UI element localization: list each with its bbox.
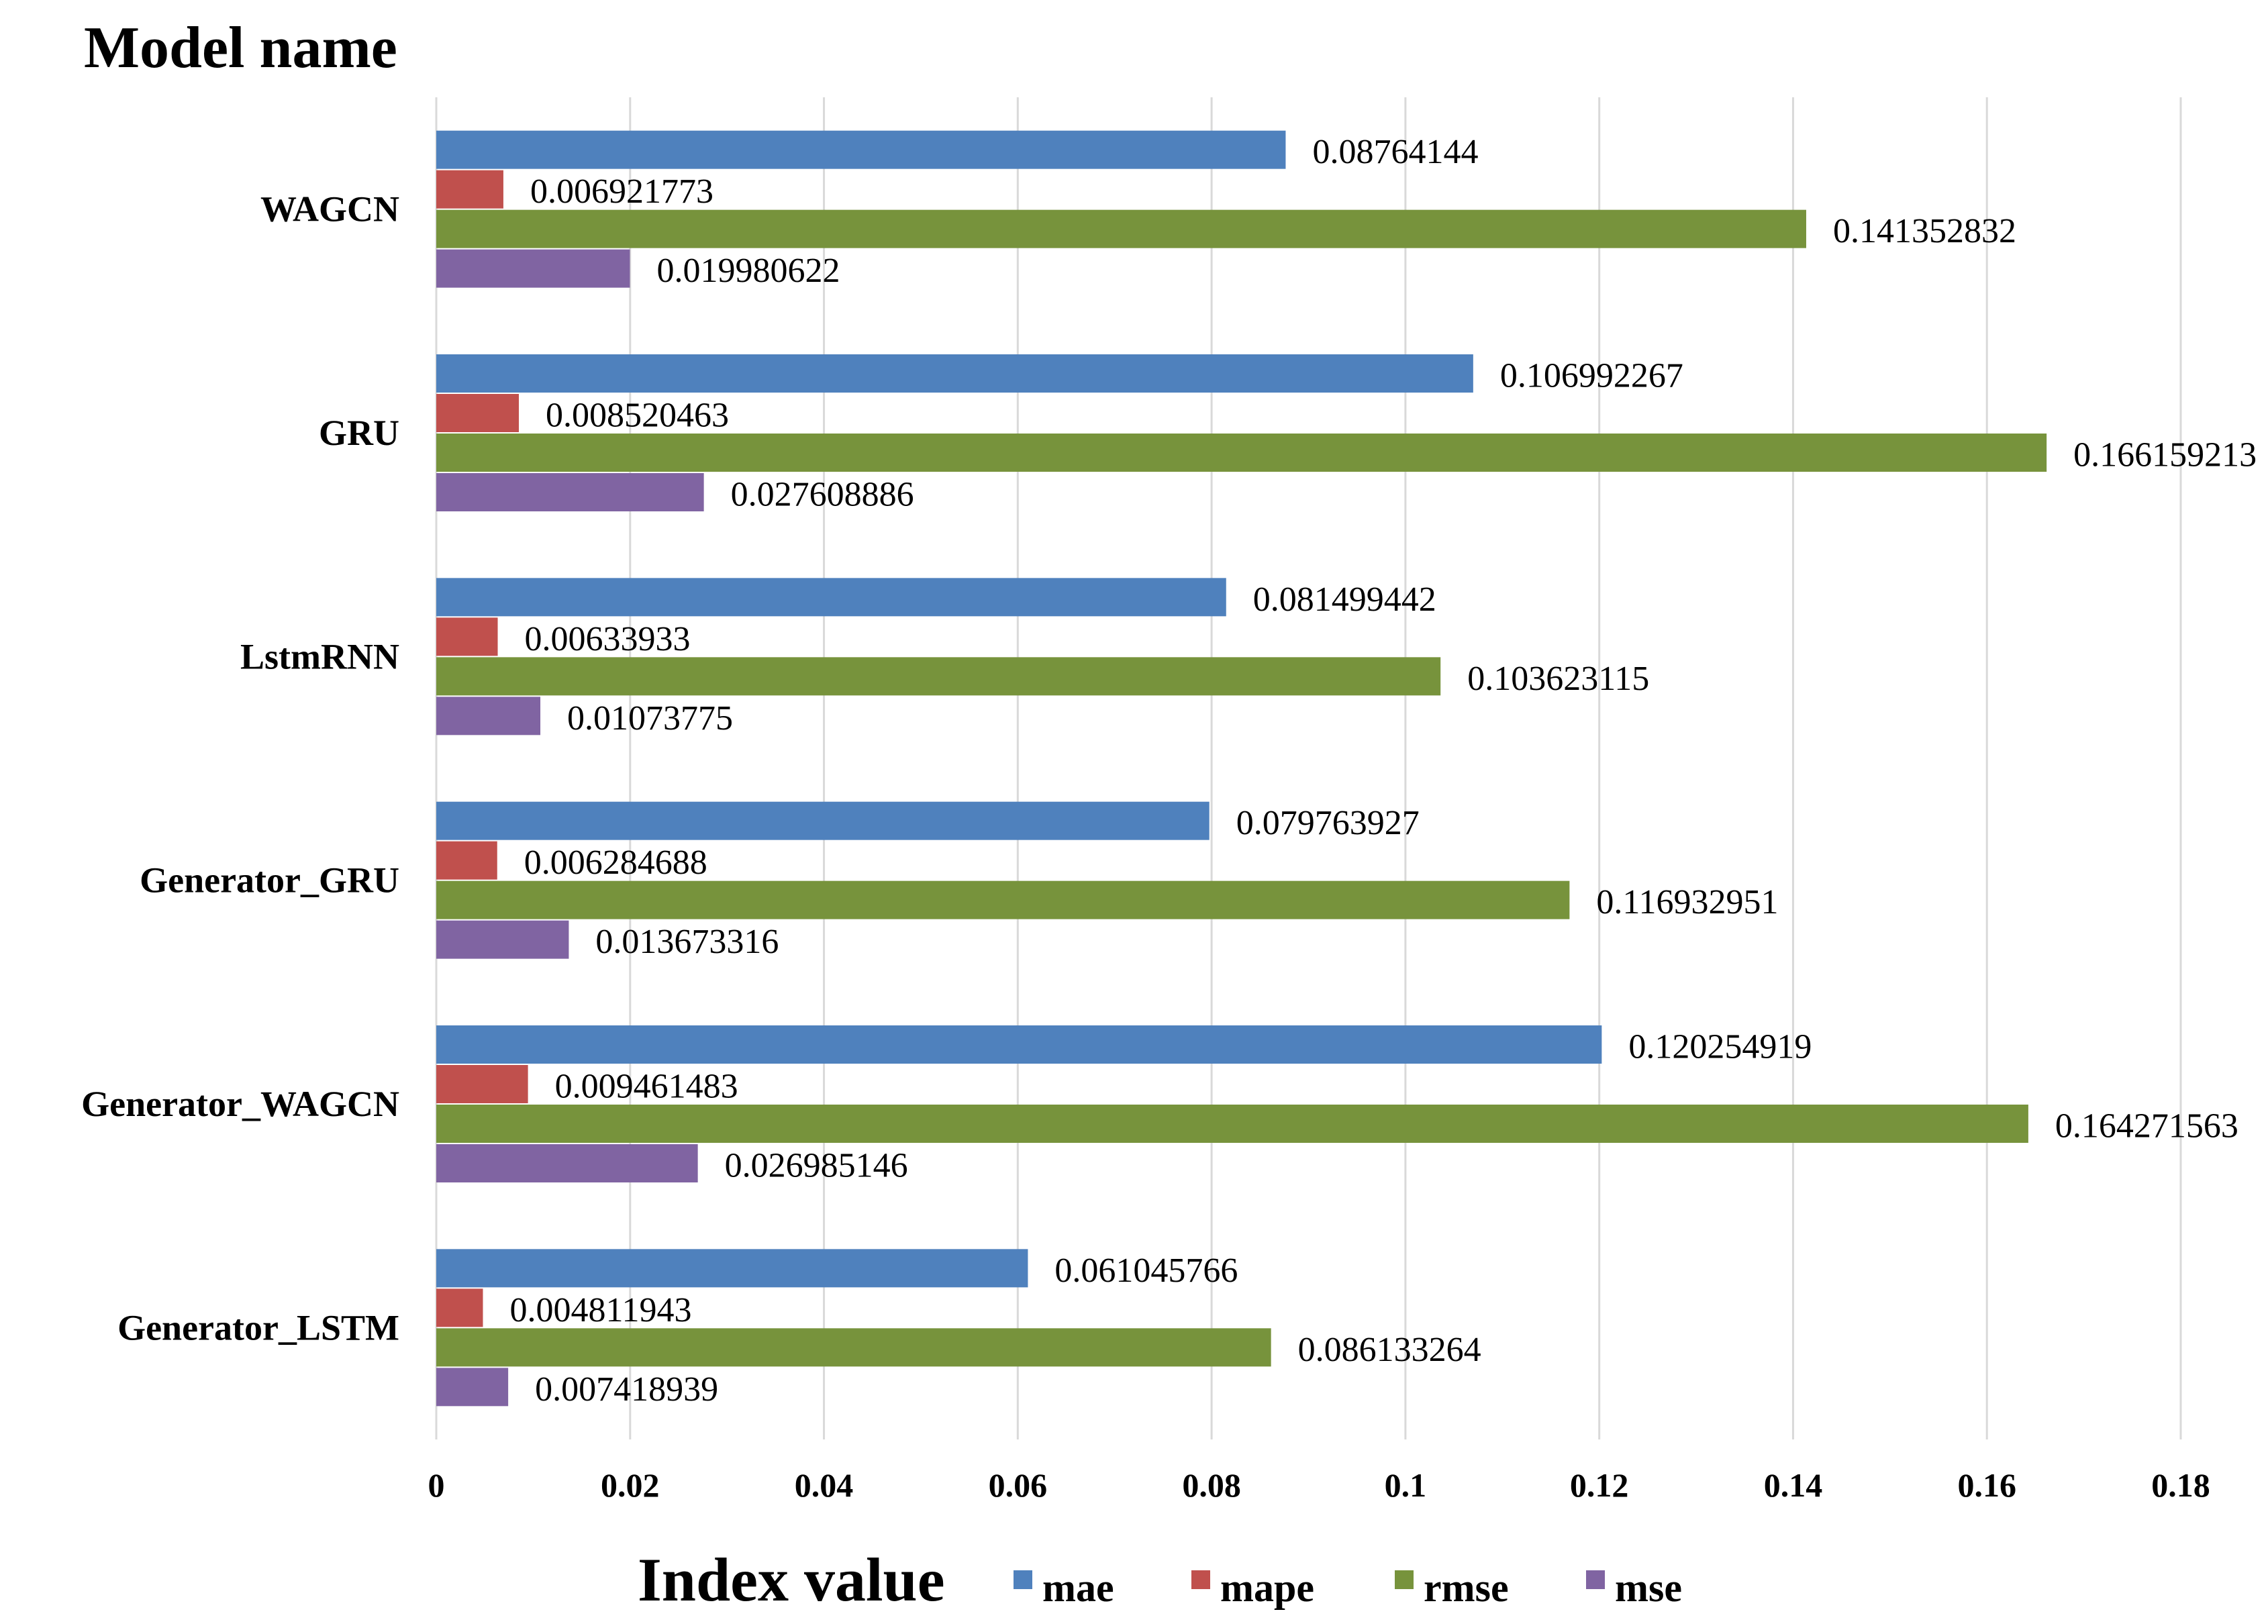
data-label-mse-Generator_GRU: 0.013673316 bbox=[595, 923, 779, 961]
data-label-mape-Generator_GRU: 0.006284688 bbox=[524, 844, 707, 882]
x-tick-labels-layer: 0 0.02 0.04 0.06 0.08 0.1 0.12 0.14 0.16 0.18 bbox=[428, 1466, 2210, 1504]
bar-mae-GRU bbox=[436, 354, 1473, 393]
data-label-rmse-GRU: 0.166159213 bbox=[2073, 436, 2257, 474]
data-label-mse-GRU: 0.027608886 bbox=[731, 476, 914, 514]
bar-mse-Generator_LSTM bbox=[436, 1368, 509, 1407]
data-label-mae-GRU: 0.106992267 bbox=[1500, 357, 1683, 395]
x-tick-label: 0.06 bbox=[989, 1466, 1048, 1504]
x-tick-label: 0.12 bbox=[1570, 1466, 1629, 1504]
grid-layer bbox=[435, 97, 2182, 1439]
bar-mae-Generator_GRU bbox=[436, 801, 1210, 840]
x-tick-label: 0 bbox=[428, 1466, 445, 1504]
data-label-rmse-Generator_WAGCN: 0.164271563 bbox=[2055, 1107, 2238, 1146]
bar-mape-GRU bbox=[436, 394, 520, 432]
bars-layer bbox=[436, 130, 2047, 1407]
legend: mae mape rmse mse bbox=[1014, 1566, 1682, 1610]
data-label-rmse-LstmRNN: 0.103623115 bbox=[1467, 660, 1649, 698]
data-label-rmse-Generator_GRU: 0.116932951 bbox=[1596, 883, 1778, 921]
legend-label-mse: mse bbox=[1615, 1566, 1682, 1610]
bar-mse-WAGCN bbox=[436, 249, 630, 288]
data-label-rmse-Generator_LSTM: 0.086133264 bbox=[1298, 1331, 1481, 1369]
data-label-mae-LstmRNN: 0.081499442 bbox=[1253, 580, 1436, 619]
category-labels-layer: WAGCN GRU LstmRNN Generator_GRU Generator_WA… bbox=[81, 189, 399, 1348]
bar-mae-Generator_WAGCN bbox=[436, 1025, 1602, 1064]
data-label-mape-LstmRNN: 0.00633933 bbox=[525, 620, 691, 658]
data-label-mape-GRU: 0.008520463 bbox=[546, 397, 729, 435]
data-label-mape-Generator_WAGCN: 0.009461483 bbox=[555, 1068, 738, 1106]
bar-rmse-Generator_LSTM bbox=[436, 1328, 1271, 1367]
data-label-mae-Generator_LSTM: 0.061045766 bbox=[1054, 1252, 1238, 1290]
x-tick-label: 0.04 bbox=[795, 1466, 854, 1504]
bar-mse-Generator_WAGCN bbox=[436, 1144, 698, 1182]
data-labels-layer: 0.08764144 0.006921773 0.141352832 0.019980… bbox=[509, 133, 2257, 1409]
bar-rmse-LstmRNN bbox=[436, 657, 1441, 696]
data-label-rmse-WAGCN: 0.141352832 bbox=[1833, 212, 2016, 250]
category-label: WAGCN bbox=[260, 189, 399, 230]
data-label-mse-Generator_LSTM: 0.007418939 bbox=[535, 1370, 718, 1409]
x-tick-label: 0.08 bbox=[1182, 1466, 1241, 1504]
x-tick-label: 0.14 bbox=[1764, 1466, 1823, 1504]
data-label-mse-WAGCN: 0.019980622 bbox=[656, 252, 840, 290]
x-tick-label: 0.18 bbox=[2151, 1466, 2210, 1504]
bar-mse-LstmRNN bbox=[436, 697, 541, 735]
data-label-mape-WAGCN: 0.006921773 bbox=[530, 172, 713, 211]
bar-mae-Generator_LSTM bbox=[436, 1249, 1028, 1288]
bar-mse-GRU bbox=[436, 473, 704, 511]
data-label-mse-Generator_WAGCN: 0.026985146 bbox=[725, 1147, 908, 1185]
bar-mape-WAGCN bbox=[436, 170, 503, 209]
x-axis-title: Index value bbox=[638, 1545, 945, 1614]
legend-swatch-rmse bbox=[1395, 1570, 1414, 1589]
category-label: Generator_GRU bbox=[140, 860, 399, 901]
category-label: Generator_WAGCN bbox=[81, 1084, 399, 1124]
bar-rmse-Generator_WAGCN bbox=[436, 1105, 2028, 1143]
y-axis-title: Model name bbox=[84, 15, 397, 81]
bar-mae-LstmRNN bbox=[436, 578, 1226, 617]
legend-swatch-mape bbox=[1191, 1570, 1210, 1589]
bar-mape-Generator_LSTM bbox=[436, 1288, 483, 1327]
category-label: LstmRNN bbox=[240, 636, 399, 676]
bar-rmse-Generator_GRU bbox=[436, 880, 1570, 919]
data-label-mse-LstmRNN: 0.01073775 bbox=[567, 699, 733, 738]
bar-mae-WAGCN bbox=[436, 130, 1286, 169]
bar-mape-LstmRNN bbox=[436, 617, 498, 656]
data-label-mae-Generator_GRU: 0.079763927 bbox=[1236, 804, 1420, 842]
bar-rmse-WAGCN bbox=[436, 209, 1806, 248]
bar-mape-Generator_GRU bbox=[436, 841, 497, 880]
bar-mse-Generator_GRU bbox=[436, 920, 569, 959]
data-label-mape-Generator_LSTM: 0.004811943 bbox=[509, 1291, 691, 1329]
category-label: GRU bbox=[319, 413, 399, 453]
legend-swatch-mse bbox=[1586, 1570, 1605, 1589]
legend-swatch-mae bbox=[1014, 1570, 1032, 1589]
bar-mape-Generator_WAGCN bbox=[436, 1065, 528, 1103]
bar-rmse-GRU bbox=[436, 434, 2047, 472]
legend-label-rmse: rmse bbox=[1424, 1566, 1509, 1610]
x-tick-label: 0.16 bbox=[1957, 1466, 2016, 1504]
legend-label-mape: mape bbox=[1220, 1566, 1314, 1610]
category-label: Generator_LSTM bbox=[117, 1307, 399, 1348]
data-label-mae-WAGCN: 0.08764144 bbox=[1312, 133, 1478, 171]
legend-label-mae: mae bbox=[1042, 1566, 1114, 1610]
x-tick-label: 0.02 bbox=[601, 1466, 660, 1504]
data-label-mae-Generator_WAGCN: 0.120254919 bbox=[1628, 1028, 1812, 1066]
x-tick-label: 0.1 bbox=[1385, 1466, 1427, 1504]
